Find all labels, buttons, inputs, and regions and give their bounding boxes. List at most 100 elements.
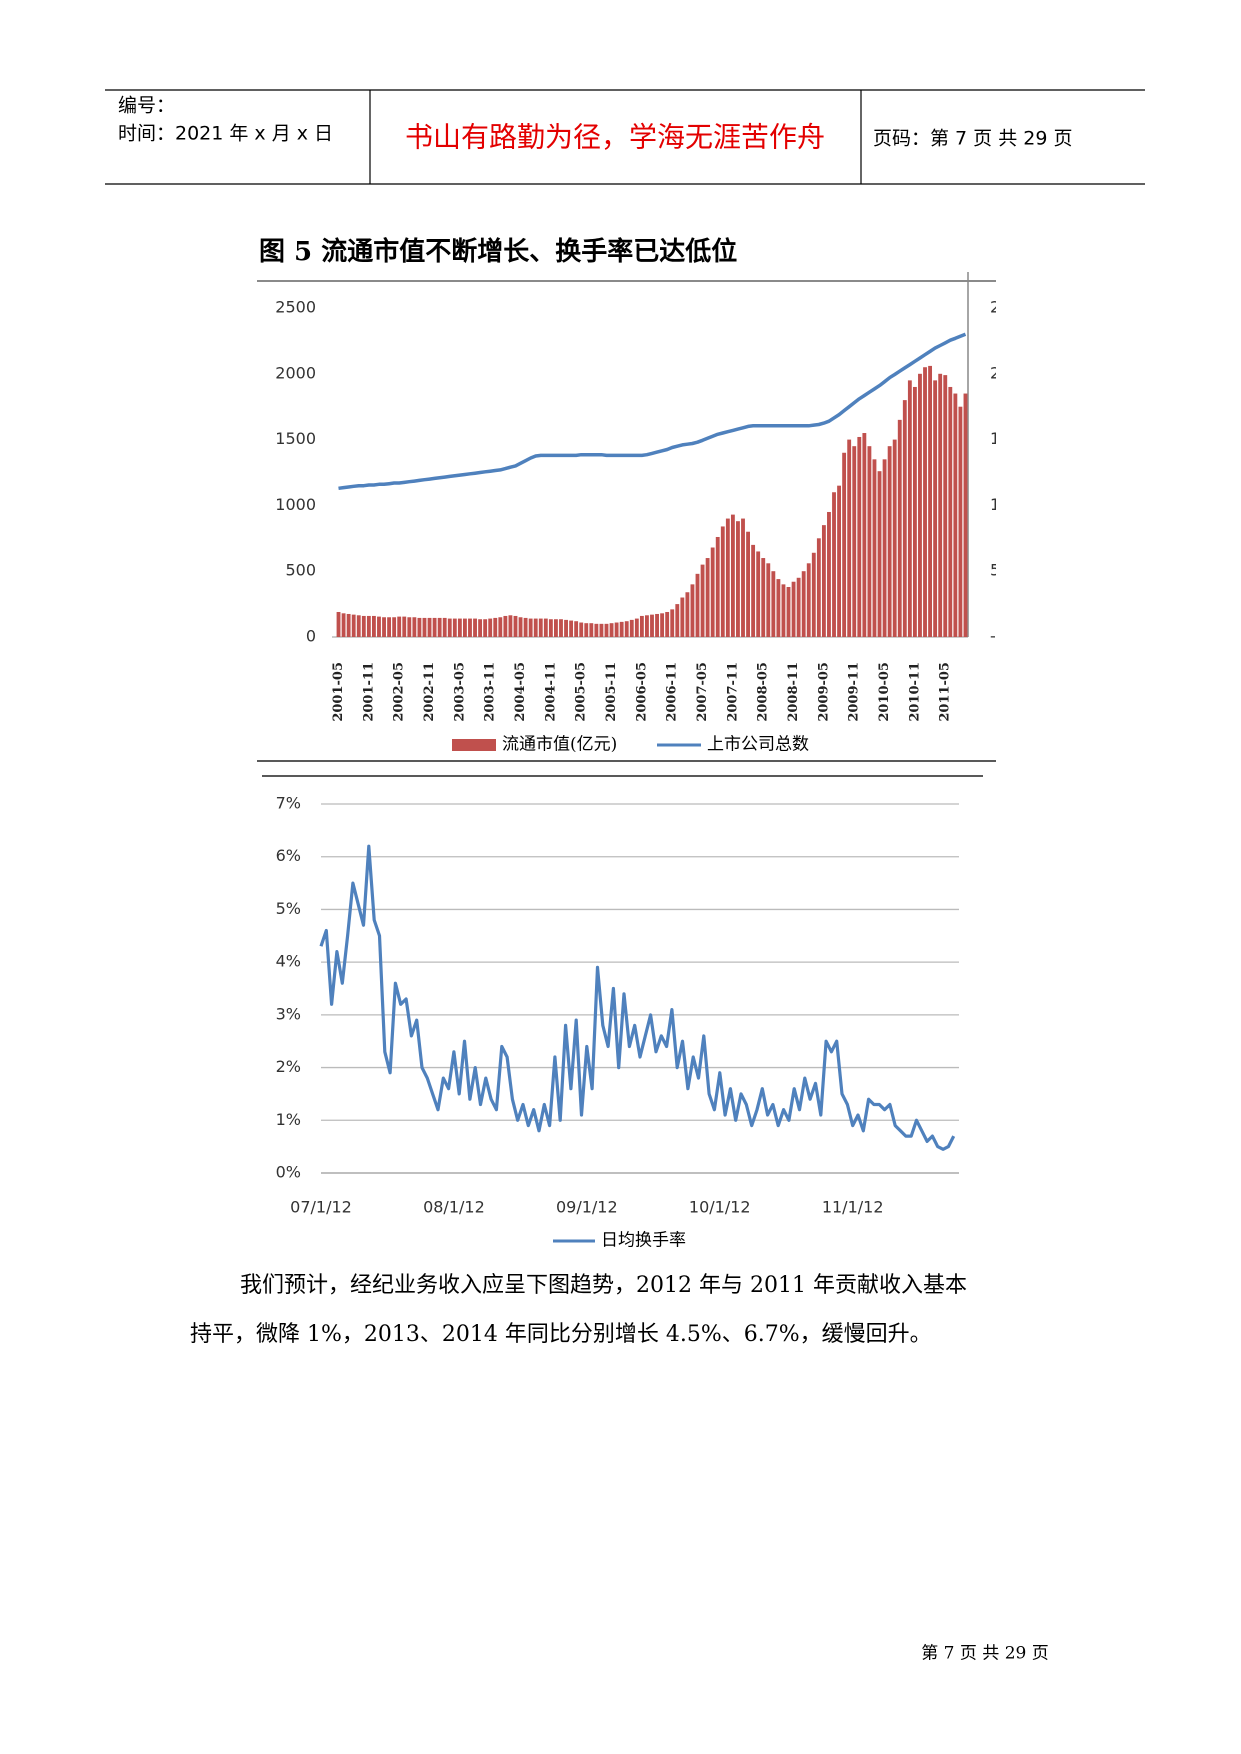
page-code: 页码：第 7 页 共 29 页 [873,128,1072,150]
bar [912,386,917,637]
bar [382,617,386,637]
bar [811,552,816,637]
x-tick-label: 2003-11 [483,662,498,722]
bar [468,618,472,637]
y2-tick-label: 500 [990,561,1021,580]
bar [493,617,498,637]
x-tick-label: 2004-11 [543,662,558,722]
doc-number: 编号： [118,95,175,117]
y-tick-label: 0 [306,627,316,646]
y2-tick-label: 1500 [990,429,1031,448]
bar [569,620,574,637]
bar [488,618,493,637]
bar [776,579,781,637]
bar [538,618,543,637]
bar [584,623,589,637]
bar [361,615,366,637]
bar [478,619,483,637]
bar [857,436,862,637]
bar [791,581,796,637]
bar [943,375,948,637]
bar [918,373,922,637]
bar [639,615,644,637]
bar [427,617,432,637]
y-tick-label: 3% [276,1004,301,1023]
legend-swatch [452,739,496,751]
bar [437,617,442,637]
y-tick-label: 2500 [275,298,316,317]
bar [867,446,872,637]
bar [407,617,412,637]
x-tick-label: 2010-11 [907,662,922,722]
bar [629,619,634,637]
bar [730,514,735,637]
bar [725,518,730,637]
body-line: 持平，微降 1%，2013、2014 年同比分别增长 4.5%、6.7%，缓慢回… [190,1322,932,1347]
x-tick-label: 2001-11 [361,662,376,722]
motto: 书山有路勤为径，学海无涯苦作舟 [405,121,825,154]
bar [887,446,892,637]
bar [543,618,548,637]
y-tick-label: 2000 [275,363,316,382]
bar [634,618,639,637]
bar [387,617,392,637]
y-tick-label: 5% [276,899,301,918]
bar [675,604,680,637]
bar [882,459,887,637]
bar [761,558,766,637]
bar [457,618,462,637]
bar [594,623,599,637]
bar [341,613,346,637]
y-tick-label: 1000 [275,495,316,514]
bar [412,617,417,637]
legend-label: 日均换手率 [601,1231,686,1251]
x-tick-label: 10/1/12 [689,1198,751,1217]
bar [548,619,553,637]
bar [655,613,659,637]
legend-label: 上市公司总数 [707,735,809,755]
bar [720,526,725,637]
bar [695,573,700,637]
y-tick-label: 500 [285,561,316,580]
figure-title: 图 5 流通市值不断增长、换手率已达低位 [259,236,737,267]
x-tick-label: 2001-05 [331,662,346,722]
bar [847,439,852,637]
bar [397,616,402,637]
bar [442,617,447,637]
bar [781,584,786,637]
bar [907,380,912,637]
x-tick-label: 08/1/12 [423,1198,485,1217]
bar [902,400,907,637]
y2-tick-label: 2000 [990,363,1031,382]
x-tick-label: 2010-05 [877,662,892,722]
x-tick-label: 2007-11 [725,662,740,722]
bar [933,380,938,637]
bar [366,615,371,637]
bar [938,373,943,637]
bar [417,617,422,637]
bar [786,586,791,637]
x-tick-label: 2006-11 [665,662,680,722]
bar [574,621,579,637]
bar [447,618,452,637]
bar [680,597,685,637]
bar [746,531,750,637]
x-tick-label: 07/1/12 [290,1198,352,1217]
bar [690,584,695,637]
bar [518,617,523,637]
bar [872,459,877,637]
bar [862,433,867,637]
bar [842,452,847,637]
bar [816,538,821,637]
bar [837,485,841,637]
y-tick-label: 1500 [275,429,316,448]
bar [508,615,513,637]
y2-tick-label: 1000 [990,495,1031,514]
bar [498,617,503,637]
bar [852,446,857,637]
bar [700,564,705,637]
x-tick-label: 2002-11 [422,662,437,722]
bar [801,571,806,637]
